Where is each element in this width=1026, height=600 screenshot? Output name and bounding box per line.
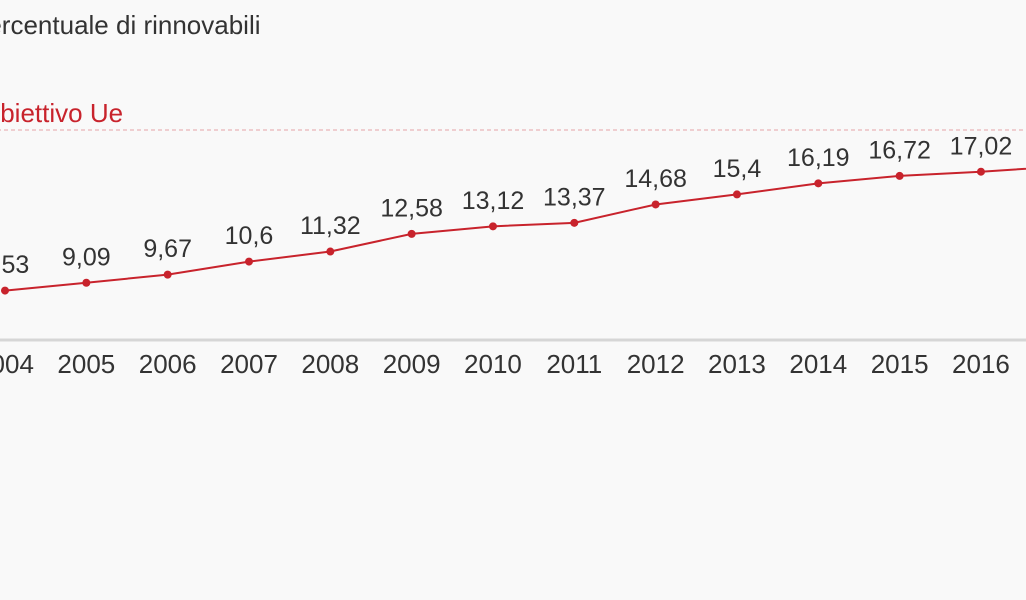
value-label: 9,09 xyxy=(62,243,111,271)
data-point xyxy=(163,270,172,279)
data-point xyxy=(895,171,904,180)
value-label: 11,32 xyxy=(300,212,361,240)
target-label: Obiettivo Ue xyxy=(0,98,123,128)
data-point xyxy=(407,229,416,238)
x-tick-label: 2005 xyxy=(57,349,115,379)
x-tick-label: 2011 xyxy=(546,349,602,379)
x-tick-label: 2016 xyxy=(952,349,1010,379)
data-point xyxy=(814,179,823,188)
value-label: 17,02 xyxy=(950,132,1013,160)
data-point xyxy=(1,286,9,295)
x-tick-label: 2012 xyxy=(627,349,685,379)
data-point xyxy=(651,200,660,209)
x-tick-label: 2004 xyxy=(0,349,34,379)
x-tick-label: 2015 xyxy=(871,349,929,379)
data-point xyxy=(326,247,335,256)
x-tick-label: 2006 xyxy=(139,349,197,379)
data-line xyxy=(4,167,1026,292)
value-label: 9,67 xyxy=(143,235,192,263)
x-tick-label: 2007 xyxy=(220,349,278,379)
value-label: 16,19 xyxy=(787,144,850,172)
value-label: 10,6 xyxy=(225,222,274,250)
value-label: 16,72 xyxy=(868,137,931,165)
value-label: 12,58 xyxy=(380,194,443,222)
chart-title: Percentuale di rinnovabili xyxy=(0,10,261,40)
x-tick-label: 2013 xyxy=(708,349,766,379)
value-label: 15,4 xyxy=(713,155,762,183)
x-tick-label: 2009 xyxy=(383,349,441,379)
value-label: 14,68 xyxy=(624,165,687,193)
data-point xyxy=(488,222,497,231)
data-point xyxy=(244,257,253,266)
value-label: 13,12 xyxy=(462,187,525,215)
data-point xyxy=(976,167,985,176)
data-point xyxy=(732,190,741,199)
value-label: 13,37 xyxy=(543,183,606,211)
data-point xyxy=(82,278,91,287)
x-tick-label: 2008 xyxy=(301,349,359,379)
value-label: 8,53 xyxy=(0,251,29,279)
data-point xyxy=(570,218,579,227)
x-tick-label: 2010 xyxy=(464,349,522,379)
x-tick-label: 2014 xyxy=(789,349,847,379)
